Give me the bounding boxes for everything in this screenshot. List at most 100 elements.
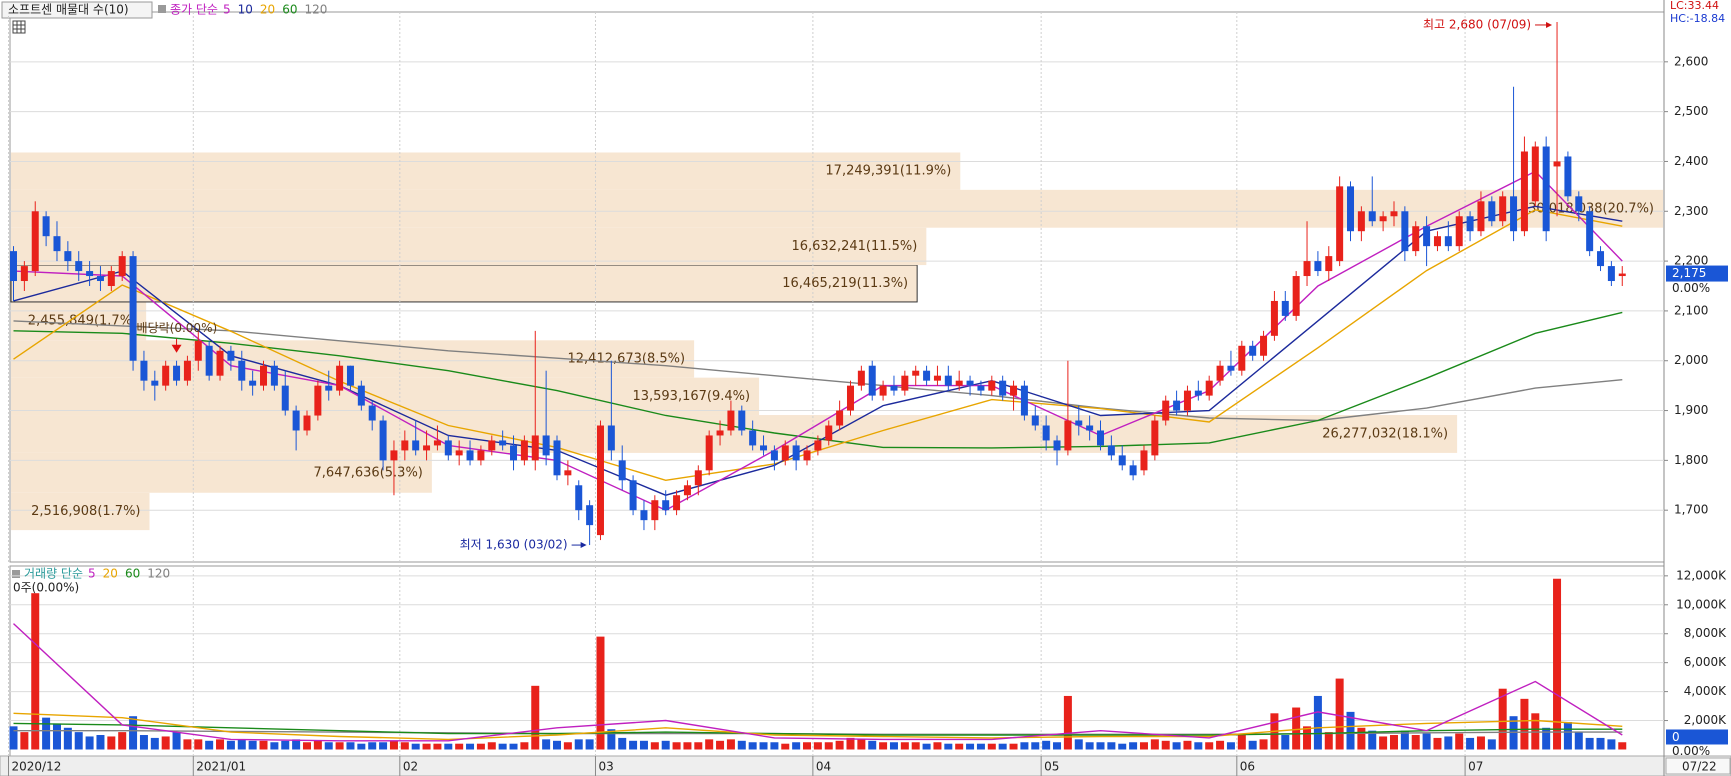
- candle-body: [640, 510, 648, 521]
- y-tick-label: 2,400: [1674, 154, 1708, 168]
- candle-body: [803, 450, 811, 461]
- y-tick-label: 10,000K: [1676, 597, 1727, 611]
- volume-bar: [444, 743, 453, 750]
- volume-bar: [759, 742, 768, 750]
- volume-bar: [716, 740, 725, 750]
- volume-bar: [302, 742, 311, 750]
- legend-icon: [12, 570, 20, 578]
- candle-body: [118, 256, 126, 277]
- candle-body: [586, 505, 594, 526]
- candle-body: [618, 460, 626, 481]
- candle-body: [281, 385, 289, 411]
- volume-bar: [813, 742, 822, 750]
- candle-body: [1129, 465, 1137, 476]
- candle-body: [694, 470, 702, 486]
- candle-body: [738, 410, 746, 431]
- volume-bar: [1259, 739, 1268, 750]
- volume-bar: [781, 743, 790, 750]
- volume-bar: [346, 742, 355, 750]
- volume-bar: [1085, 742, 1094, 750]
- candle-body: [325, 385, 333, 391]
- volume-bar: [466, 743, 475, 750]
- candle-body: [1227, 365, 1235, 371]
- candle-body: [629, 480, 637, 511]
- volume-bar: [292, 739, 301, 750]
- candle-body: [510, 445, 518, 461]
- title-box[interactable]: [1, 1, 153, 19]
- candle-body: [151, 380, 159, 386]
- candle-body: [270, 365, 278, 386]
- candle-body: [1010, 385, 1018, 396]
- volume-bar: [281, 740, 290, 750]
- volume-bar: [216, 739, 225, 750]
- candle-body: [564, 470, 572, 476]
- volume-bar: [1498, 688, 1507, 750]
- x-tick-label: 03: [598, 760, 613, 774]
- volume-bar: [955, 743, 964, 750]
- volume-bar: [683, 742, 692, 750]
- y-tick-label: 2,600: [1674, 54, 1708, 68]
- candle-body: [75, 261, 83, 272]
- high-label: 최고 2,680 (07/09): [1423, 17, 1531, 31]
- volume-bar: [1563, 721, 1572, 750]
- candle-body: [749, 430, 757, 446]
- candle-body: [977, 385, 985, 391]
- candle-body: [1379, 216, 1387, 222]
- candle-body: [129, 256, 137, 361]
- candle-body: [183, 360, 191, 381]
- volume-bar: [563, 742, 572, 750]
- candle-body: [401, 440, 409, 451]
- x-tick-label: 02: [403, 760, 418, 774]
- volume-bar: [455, 743, 464, 750]
- candle-body: [1205, 380, 1213, 396]
- volume-bar: [618, 737, 627, 750]
- grid-icon[interactable]: [12, 20, 26, 34]
- volume-bar: [9, 726, 18, 750]
- volume-bar: [194, 739, 203, 750]
- moving-average-line: [13, 623, 1623, 742]
- volume-bar: [792, 742, 801, 750]
- volume-bar: [835, 740, 844, 750]
- candle-body: [423, 445, 431, 451]
- volume-profile-label: 30,018,038(20.7%): [1528, 201, 1654, 216]
- volume-bar: [324, 742, 333, 750]
- candle-body: [944, 375, 952, 386]
- candle-body: [988, 380, 996, 391]
- candle-body: [64, 251, 72, 262]
- volume-bar: [1226, 742, 1235, 750]
- candle-body: [1151, 420, 1159, 456]
- volume-bar: [1183, 740, 1192, 750]
- volume-bar: [1237, 733, 1246, 750]
- candle-body: [531, 435, 539, 461]
- volume-bar: [1139, 742, 1148, 750]
- y-tick-label: 1,800: [1674, 453, 1708, 467]
- lc-label: LC:33.44: [1670, 0, 1719, 12]
- moving-average-line: [13, 209, 1623, 482]
- candle-body: [770, 450, 778, 461]
- volume-bar: [498, 743, 507, 750]
- x-tick-label: 2020/12: [12, 760, 62, 774]
- volume-bar: [1009, 743, 1018, 750]
- volume-profile-bar: [11, 189, 1663, 228]
- candle-body: [1597, 251, 1605, 267]
- candle-body: [846, 385, 854, 411]
- candle-body: [1618, 273, 1626, 277]
- candle-body: [792, 445, 800, 461]
- candle-body: [1368, 211, 1376, 222]
- volume-bar: [857, 739, 866, 750]
- candle-body: [1303, 261, 1311, 277]
- candle-body: [836, 410, 844, 426]
- legend-entry: 20: [103, 567, 118, 581]
- volume-profile-bar: [11, 227, 927, 266]
- candle-body: [1173, 400, 1181, 411]
- last-date-label: 07/22: [1682, 760, 1717, 774]
- candle-body: [314, 385, 322, 416]
- x-tick-label: 06: [1240, 760, 1255, 774]
- volume-bar: [1031, 742, 1040, 750]
- candle-body: [607, 425, 615, 451]
- candle-body: [1020, 385, 1028, 416]
- candle-body: [1064, 420, 1072, 451]
- volume-bar: [661, 740, 670, 750]
- candle-body: [1183, 390, 1191, 411]
- volume-bar: [1074, 739, 1083, 750]
